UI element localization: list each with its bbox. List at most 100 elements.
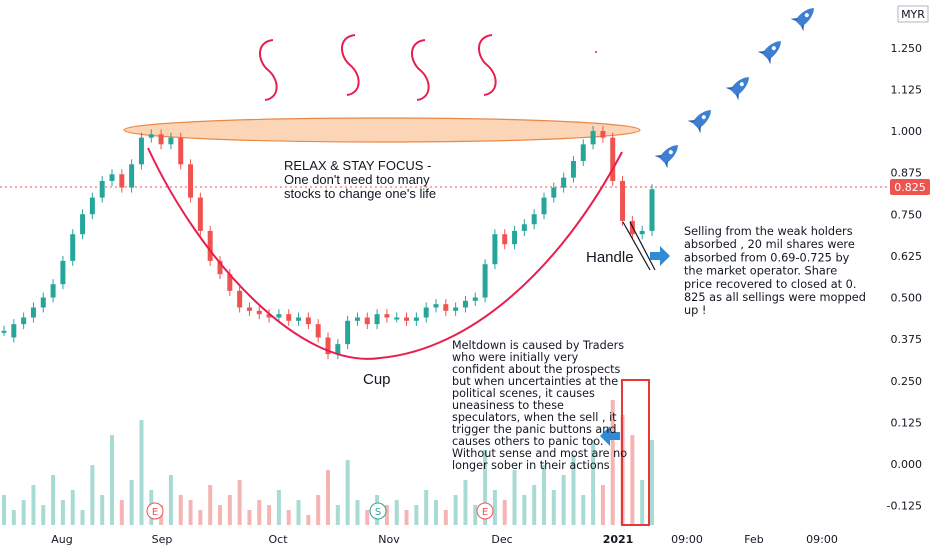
- volume-bar: [591, 440, 596, 525]
- candle-body: [188, 164, 194, 198]
- volume-bar: [2, 495, 6, 525]
- x-tick-label: Aug: [51, 533, 72, 546]
- candle-body: [296, 317, 302, 321]
- candle-body: [443, 304, 449, 311]
- volume-bar: [296, 500, 301, 525]
- candle-body: [531, 214, 537, 225]
- candle-body: [453, 307, 459, 311]
- volume-bar: [188, 500, 193, 525]
- event-markers[interactable]: E S E: [146, 502, 494, 520]
- candle-body: [70, 234, 76, 261]
- dollar-squiggle-2: [341, 34, 360, 96]
- y-tick-label: 1.000: [891, 125, 923, 138]
- y-tick-label: 0.625: [891, 250, 923, 263]
- note-line: the market operator. Share: [684, 265, 837, 278]
- volume-bar: [640, 480, 645, 525]
- candle-body: [404, 317, 410, 321]
- y-tick-label: 0.125: [891, 416, 923, 429]
- time-axis[interactable]: Aug Sep Oct Nov Dec 2021 09:00 Feb 09:00: [51, 533, 838, 546]
- volume-bar: [443, 510, 448, 525]
- candle-body: [610, 137, 616, 181]
- volume-bar: [139, 420, 144, 525]
- split-marker: [369, 502, 387, 520]
- candle-body: [492, 234, 498, 265]
- candle-body: [315, 324, 321, 338]
- x-tick-label: 09:00: [671, 533, 703, 546]
- earnings-marker-1: [146, 502, 164, 520]
- volume-bar: [355, 500, 360, 525]
- volume-bar: [276, 490, 281, 525]
- candle-body: [325, 337, 331, 355]
- x-tick-label: 2021: [603, 533, 634, 546]
- y-tick-label: 0.750: [891, 208, 923, 221]
- arrow-left-icon: [600, 426, 620, 446]
- x-tick-label: Nov: [378, 533, 400, 546]
- candle-body: [541, 197, 547, 215]
- volume-bar: [41, 505, 46, 525]
- note-line: uneasiness to these: [452, 399, 564, 412]
- y-tick-label: 0.500: [891, 292, 923, 305]
- note-line: who were initially very: [452, 351, 579, 364]
- note-line: but when uncertainties at the: [452, 375, 618, 388]
- last-price-label: 0.825: [894, 181, 926, 194]
- volume-bar: [11, 510, 16, 525]
- candlesticks: [1, 126, 655, 360]
- volume-bar: [21, 500, 26, 525]
- resistance-ellipse: [123, 117, 641, 143]
- y-tick-label: 0.875: [891, 167, 923, 180]
- candle-body: [394, 317, 400, 320]
- candle-body: [217, 260, 223, 275]
- note-line: confident about the prospects: [452, 363, 621, 376]
- note-line: 825 as all sellings were mopped: [684, 291, 866, 304]
- volume-bar: [453, 495, 458, 525]
- candle-body: [276, 314, 282, 318]
- y-tick-label: 1.125: [891, 83, 923, 96]
- candle-body: [99, 180, 105, 198]
- volume-bar: [247, 510, 252, 525]
- volume-bar: [31, 485, 36, 525]
- volume-bar: [502, 500, 507, 525]
- volume-bar: [473, 505, 478, 525]
- candle-body: [521, 224, 527, 231]
- volume-bar: [424, 490, 429, 525]
- candle-body: [237, 290, 243, 308]
- arrow-right-icon: [650, 246, 670, 266]
- candle-body: [89, 197, 95, 215]
- candle-body: [197, 197, 203, 231]
- volume-bar: [168, 475, 173, 525]
- volume-bar: [532, 485, 537, 525]
- y-tick-label: 0.250: [891, 375, 923, 388]
- candle-body: [109, 174, 115, 181]
- volume-bar: [542, 465, 546, 525]
- candle-body: [266, 314, 272, 318]
- volume-bar: [178, 495, 183, 525]
- rocket-icon: [725, 77, 749, 101]
- split-marker-label: S: [375, 507, 381, 518]
- candle-body: [590, 131, 596, 145]
- candle-body: [335, 344, 341, 355]
- volume-bar: [90, 465, 95, 525]
- dollar-squiggle-3: [411, 39, 430, 101]
- candle-body: [21, 317, 27, 325]
- x-tick-label: 09:00: [806, 533, 838, 546]
- volume-bar: [650, 440, 654, 525]
- candle-body: [580, 144, 586, 161]
- volume-bar: [316, 495, 321, 525]
- handle-line-lower: [622, 221, 651, 271]
- earnings-marker-2-label: E: [482, 507, 488, 518]
- volume-bar: [610, 400, 615, 525]
- note-line: political scenes, it causes: [452, 387, 595, 400]
- volume-bar: [119, 500, 124, 525]
- volume-bar: [110, 435, 114, 525]
- volume-bar: [551, 490, 556, 525]
- earnings-marker-1-label: E: [152, 507, 158, 518]
- candle-body: [80, 214, 86, 235]
- volume-bars: [2, 400, 654, 525]
- candle-body: [178, 137, 184, 165]
- candle-body: [40, 297, 46, 308]
- price-axis[interactable]: 1.250 1.125 1.000 0.875 0.750 0.625 0.500 0.375…: [887, 42, 922, 513]
- candle-body: [472, 297, 478, 301]
- candle-body: [246, 307, 252, 311]
